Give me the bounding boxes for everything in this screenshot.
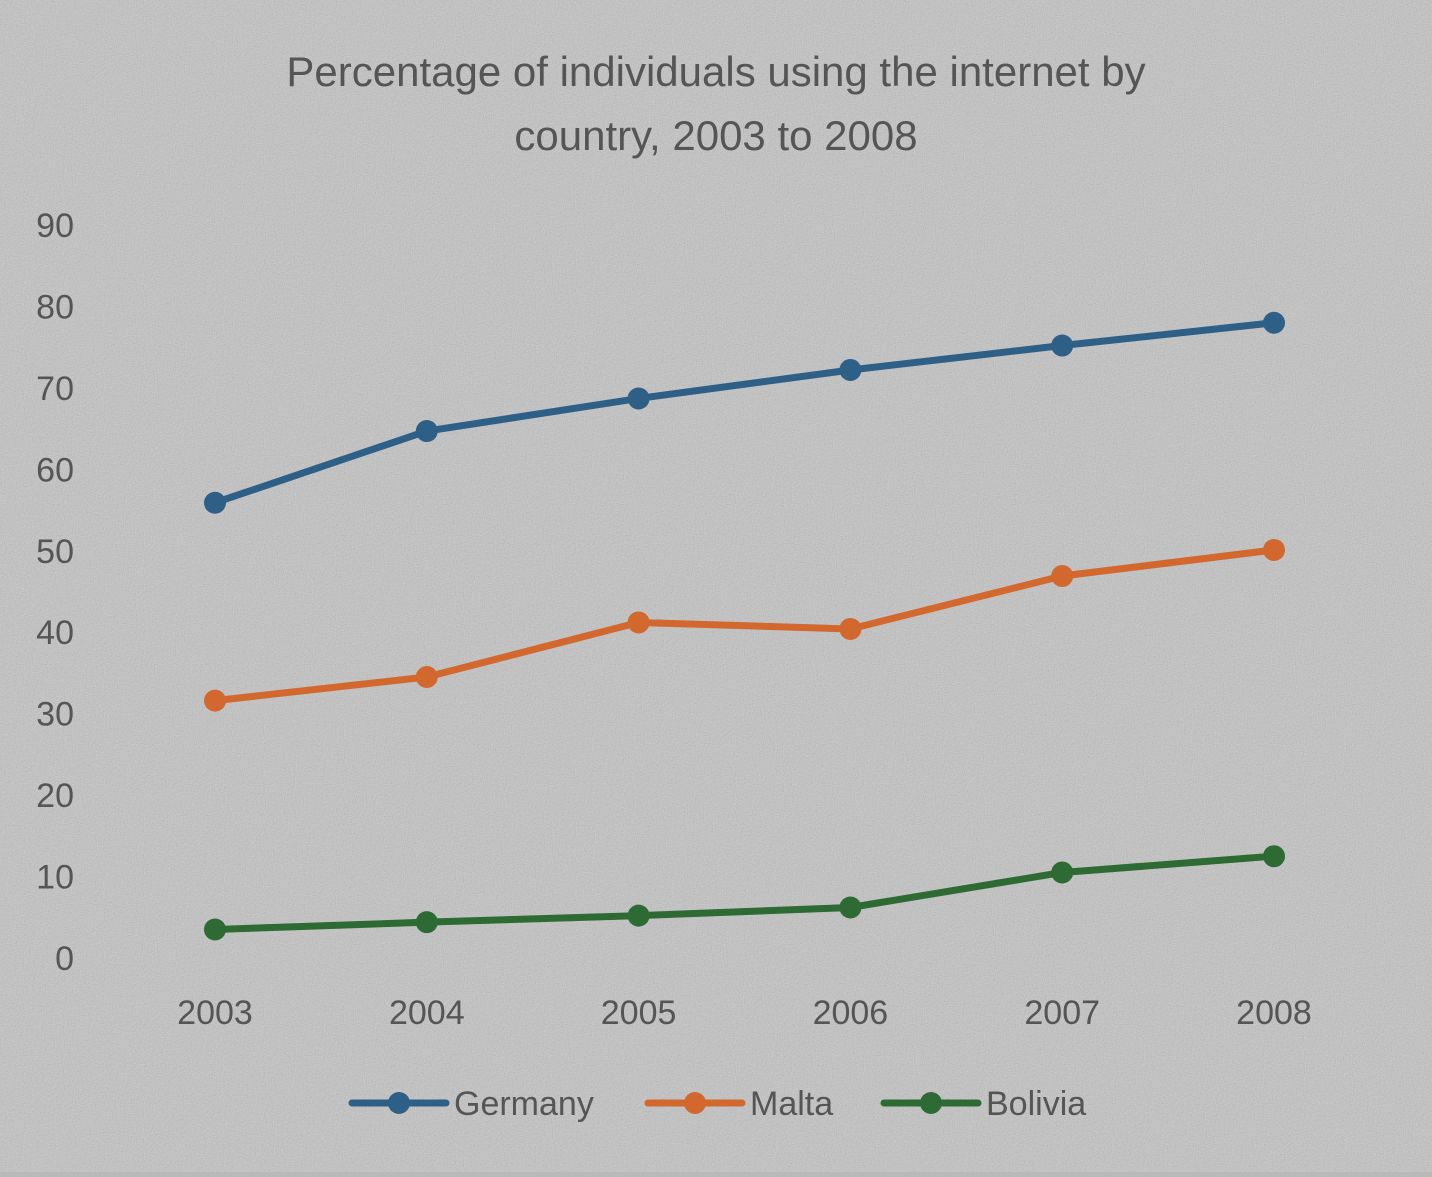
data-point xyxy=(1051,334,1074,357)
legend-label: Malta xyxy=(750,1085,833,1123)
y-tick-label: 0 xyxy=(55,940,74,978)
data-point xyxy=(415,911,438,934)
legend-label: Bolivia xyxy=(986,1085,1086,1123)
legend-item-bolivia: Bolivia xyxy=(880,1085,1086,1123)
legend-marker xyxy=(388,1092,410,1114)
y-tick-label: 70 xyxy=(36,370,74,408)
data-point xyxy=(627,611,650,634)
y-tick-label: 80 xyxy=(36,288,74,326)
legend-marker xyxy=(684,1092,706,1114)
legend: Germany Malta Bolivia xyxy=(348,1085,1086,1123)
data-point xyxy=(1051,565,1074,588)
data-point xyxy=(1263,538,1285,561)
data-point xyxy=(1263,845,1285,868)
data-point xyxy=(839,617,862,640)
y-tick-label: 10 xyxy=(36,859,74,897)
data-point xyxy=(839,896,862,919)
series-germany xyxy=(204,311,1285,514)
series-line xyxy=(211,852,1278,933)
x-tick-label: 2005 xyxy=(601,994,677,1032)
data-point xyxy=(627,387,650,410)
data-point xyxy=(627,904,650,927)
data-point xyxy=(1051,861,1074,884)
data-point xyxy=(415,420,438,443)
x-tick-label: 2008 xyxy=(1236,994,1312,1032)
chart-title-line-2: country, 2003 to 2008 xyxy=(514,112,917,159)
y-tick-label: 30 xyxy=(36,696,74,734)
data-point xyxy=(204,918,226,941)
series-lines xyxy=(204,311,1285,941)
y-tick-label: 90 xyxy=(36,207,74,245)
y-tick-label: 50 xyxy=(36,533,74,571)
legend-label: Germany xyxy=(454,1085,594,1123)
y-tick-label: 40 xyxy=(36,614,74,652)
series-malta xyxy=(204,538,1285,712)
y-tick-label: 60 xyxy=(36,451,74,489)
series-bolivia xyxy=(204,845,1285,941)
y-tick-label: 20 xyxy=(36,777,74,815)
series-line xyxy=(211,546,1278,705)
data-point xyxy=(415,666,438,689)
x-tick-label: 2003 xyxy=(177,994,253,1032)
legend-item-germany: Germany xyxy=(348,1085,594,1123)
chart-title-line-1: Percentage of individuals using the inte… xyxy=(286,48,1145,95)
data-point xyxy=(839,358,862,381)
data-point xyxy=(204,689,226,712)
y-axis-ticks: 0 10 20 30 40 50 60 70 80 90 xyxy=(36,207,74,978)
series-line xyxy=(211,319,1278,507)
x-tick-label: 2004 xyxy=(389,994,465,1032)
x-axis-ticks: 2003 2004 2005 2006 2007 2008 xyxy=(177,994,1312,1032)
legend-marker xyxy=(920,1092,942,1114)
data-point xyxy=(204,491,226,514)
x-tick-label: 2006 xyxy=(813,994,889,1032)
x-tick-label: 2007 xyxy=(1024,994,1100,1032)
data-point xyxy=(1263,311,1285,334)
legend-item-malta: Malta xyxy=(644,1085,833,1123)
chart-title: Percentage of individuals using the inte… xyxy=(286,48,1145,159)
